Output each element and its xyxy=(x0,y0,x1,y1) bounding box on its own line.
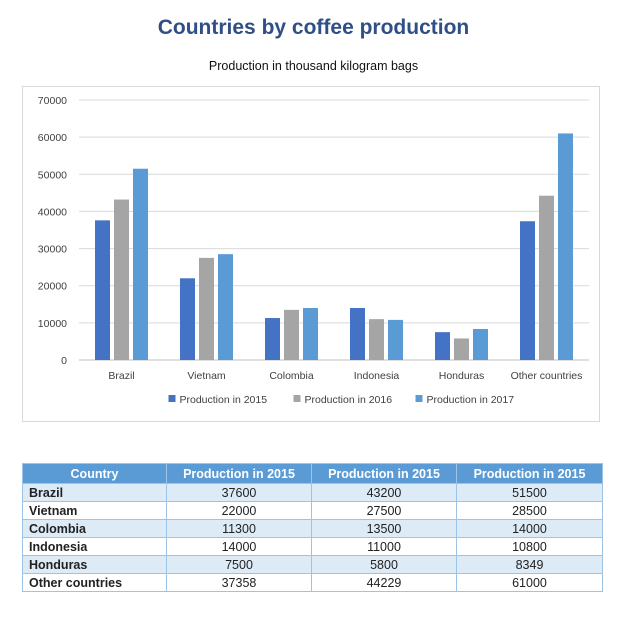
table-cell: 10800 xyxy=(456,537,603,556)
bar-2015 xyxy=(520,221,535,360)
bar-2016 xyxy=(199,257,214,360)
bar-2015 xyxy=(350,308,365,360)
table-cell-country: Vietnam xyxy=(22,501,167,520)
y-tick-label: 40000 xyxy=(38,206,67,218)
bar-2016 xyxy=(369,319,384,360)
legend-swatch xyxy=(168,395,176,402)
data-table: Country Production in 2015 Production in… xyxy=(22,463,603,592)
table-cell: 51500 xyxy=(456,483,603,502)
table-cell-country: Brazil xyxy=(22,483,167,502)
table-cell: 28500 xyxy=(456,501,603,520)
table-cell: 5800 xyxy=(311,555,457,574)
table-cell-country: Colombia xyxy=(22,519,167,538)
table-cell: 14000 xyxy=(166,537,312,556)
table-header-cell: Production in 2015 xyxy=(166,463,312,484)
bar-2017 xyxy=(133,168,148,360)
bar-2016 xyxy=(539,195,554,360)
legend-label: Production in 2017 xyxy=(427,394,515,406)
x-tick-label: Honduras xyxy=(439,370,485,382)
table-cell: 37600 xyxy=(166,483,312,502)
table-header-cell: Country xyxy=(22,463,167,484)
table-cell-country: Honduras xyxy=(22,555,167,574)
table-cell: 11300 xyxy=(166,519,312,538)
table-row: Indonesia 14000 11000 10800 xyxy=(22,537,603,556)
table-header-row: Country Production in 2015 Production in… xyxy=(22,463,603,484)
table-cell: 37358 xyxy=(166,573,312,592)
table-row: Colombia 11300 13500 14000 xyxy=(22,519,603,538)
table-cell: 7500 xyxy=(166,555,312,574)
x-tick-label: Vietnam xyxy=(187,370,226,382)
table-header-cell: Production in 2015 xyxy=(311,463,457,484)
chart-subtitle: Production in thousand kilogram bags xyxy=(208,59,419,73)
table-row: Brazil 37600 43200 51500 xyxy=(22,483,603,502)
bar-2015 xyxy=(95,220,110,360)
table-header-cell: Production in 2015 xyxy=(456,463,603,484)
bar-2017 xyxy=(388,319,403,360)
table-row: Honduras 7500 5800 8349 xyxy=(22,555,603,574)
bar-2015 xyxy=(265,318,280,360)
bar-chart: 0 10000 20000 30000 40000 50000 60000 70000 Braz… xyxy=(38,95,589,406)
table-cell: 61000 xyxy=(456,573,603,592)
y-tick-label: 10000 xyxy=(38,318,67,330)
table-cell: 14000 xyxy=(456,519,603,538)
bar-2017 xyxy=(473,328,488,360)
table-row: Vietnam 22000 27500 28500 xyxy=(22,501,603,520)
table-cell: 27500 xyxy=(311,501,457,520)
table-cell: 44229 xyxy=(311,573,457,592)
legend-label: Production in 2015 xyxy=(180,394,268,406)
y-tick-label: 50000 xyxy=(38,169,67,181)
y-tick-label: 60000 xyxy=(38,132,67,144)
bar-2016 xyxy=(114,199,129,360)
y-tick-label: 20000 xyxy=(38,281,67,293)
y-tick-label: 30000 xyxy=(38,244,67,256)
bar-2015 xyxy=(435,332,450,360)
bar-2017 xyxy=(303,308,318,360)
bar-2017 xyxy=(218,254,233,360)
bar-2016 xyxy=(454,338,469,360)
bar-2017 xyxy=(558,133,573,360)
legend-swatch xyxy=(293,395,301,402)
table-cell: 8349 xyxy=(456,555,603,574)
x-tick-label: Colombia xyxy=(269,370,314,382)
table-row: Other countries 37358 44229 61000 xyxy=(22,573,603,592)
table-cell: 11000 xyxy=(311,537,457,556)
table-cell: 43200 xyxy=(311,483,457,502)
x-tick-label: Brazil xyxy=(108,370,134,382)
table-cell-country: Indonesia xyxy=(22,537,167,556)
y-tick-label: 70000 xyxy=(38,95,67,107)
legend-label: Production in 2016 xyxy=(305,394,393,406)
table-cell: 13500 xyxy=(311,519,457,538)
chart-title: Countries by coffee production xyxy=(157,16,470,39)
legend-swatch xyxy=(415,395,423,402)
chart-area: 0 10000 20000 30000 40000 50000 60000 70000 Braz… xyxy=(22,86,600,422)
x-tick-label: Indonesia xyxy=(354,370,400,382)
y-tick-label: 0 xyxy=(61,355,67,367)
bar-2015 xyxy=(180,278,195,360)
bar-2016 xyxy=(284,309,299,360)
table-cell-country: Other countries xyxy=(22,573,167,592)
x-tick-label: Other countries xyxy=(511,370,583,382)
table-cell: 22000 xyxy=(166,501,312,520)
